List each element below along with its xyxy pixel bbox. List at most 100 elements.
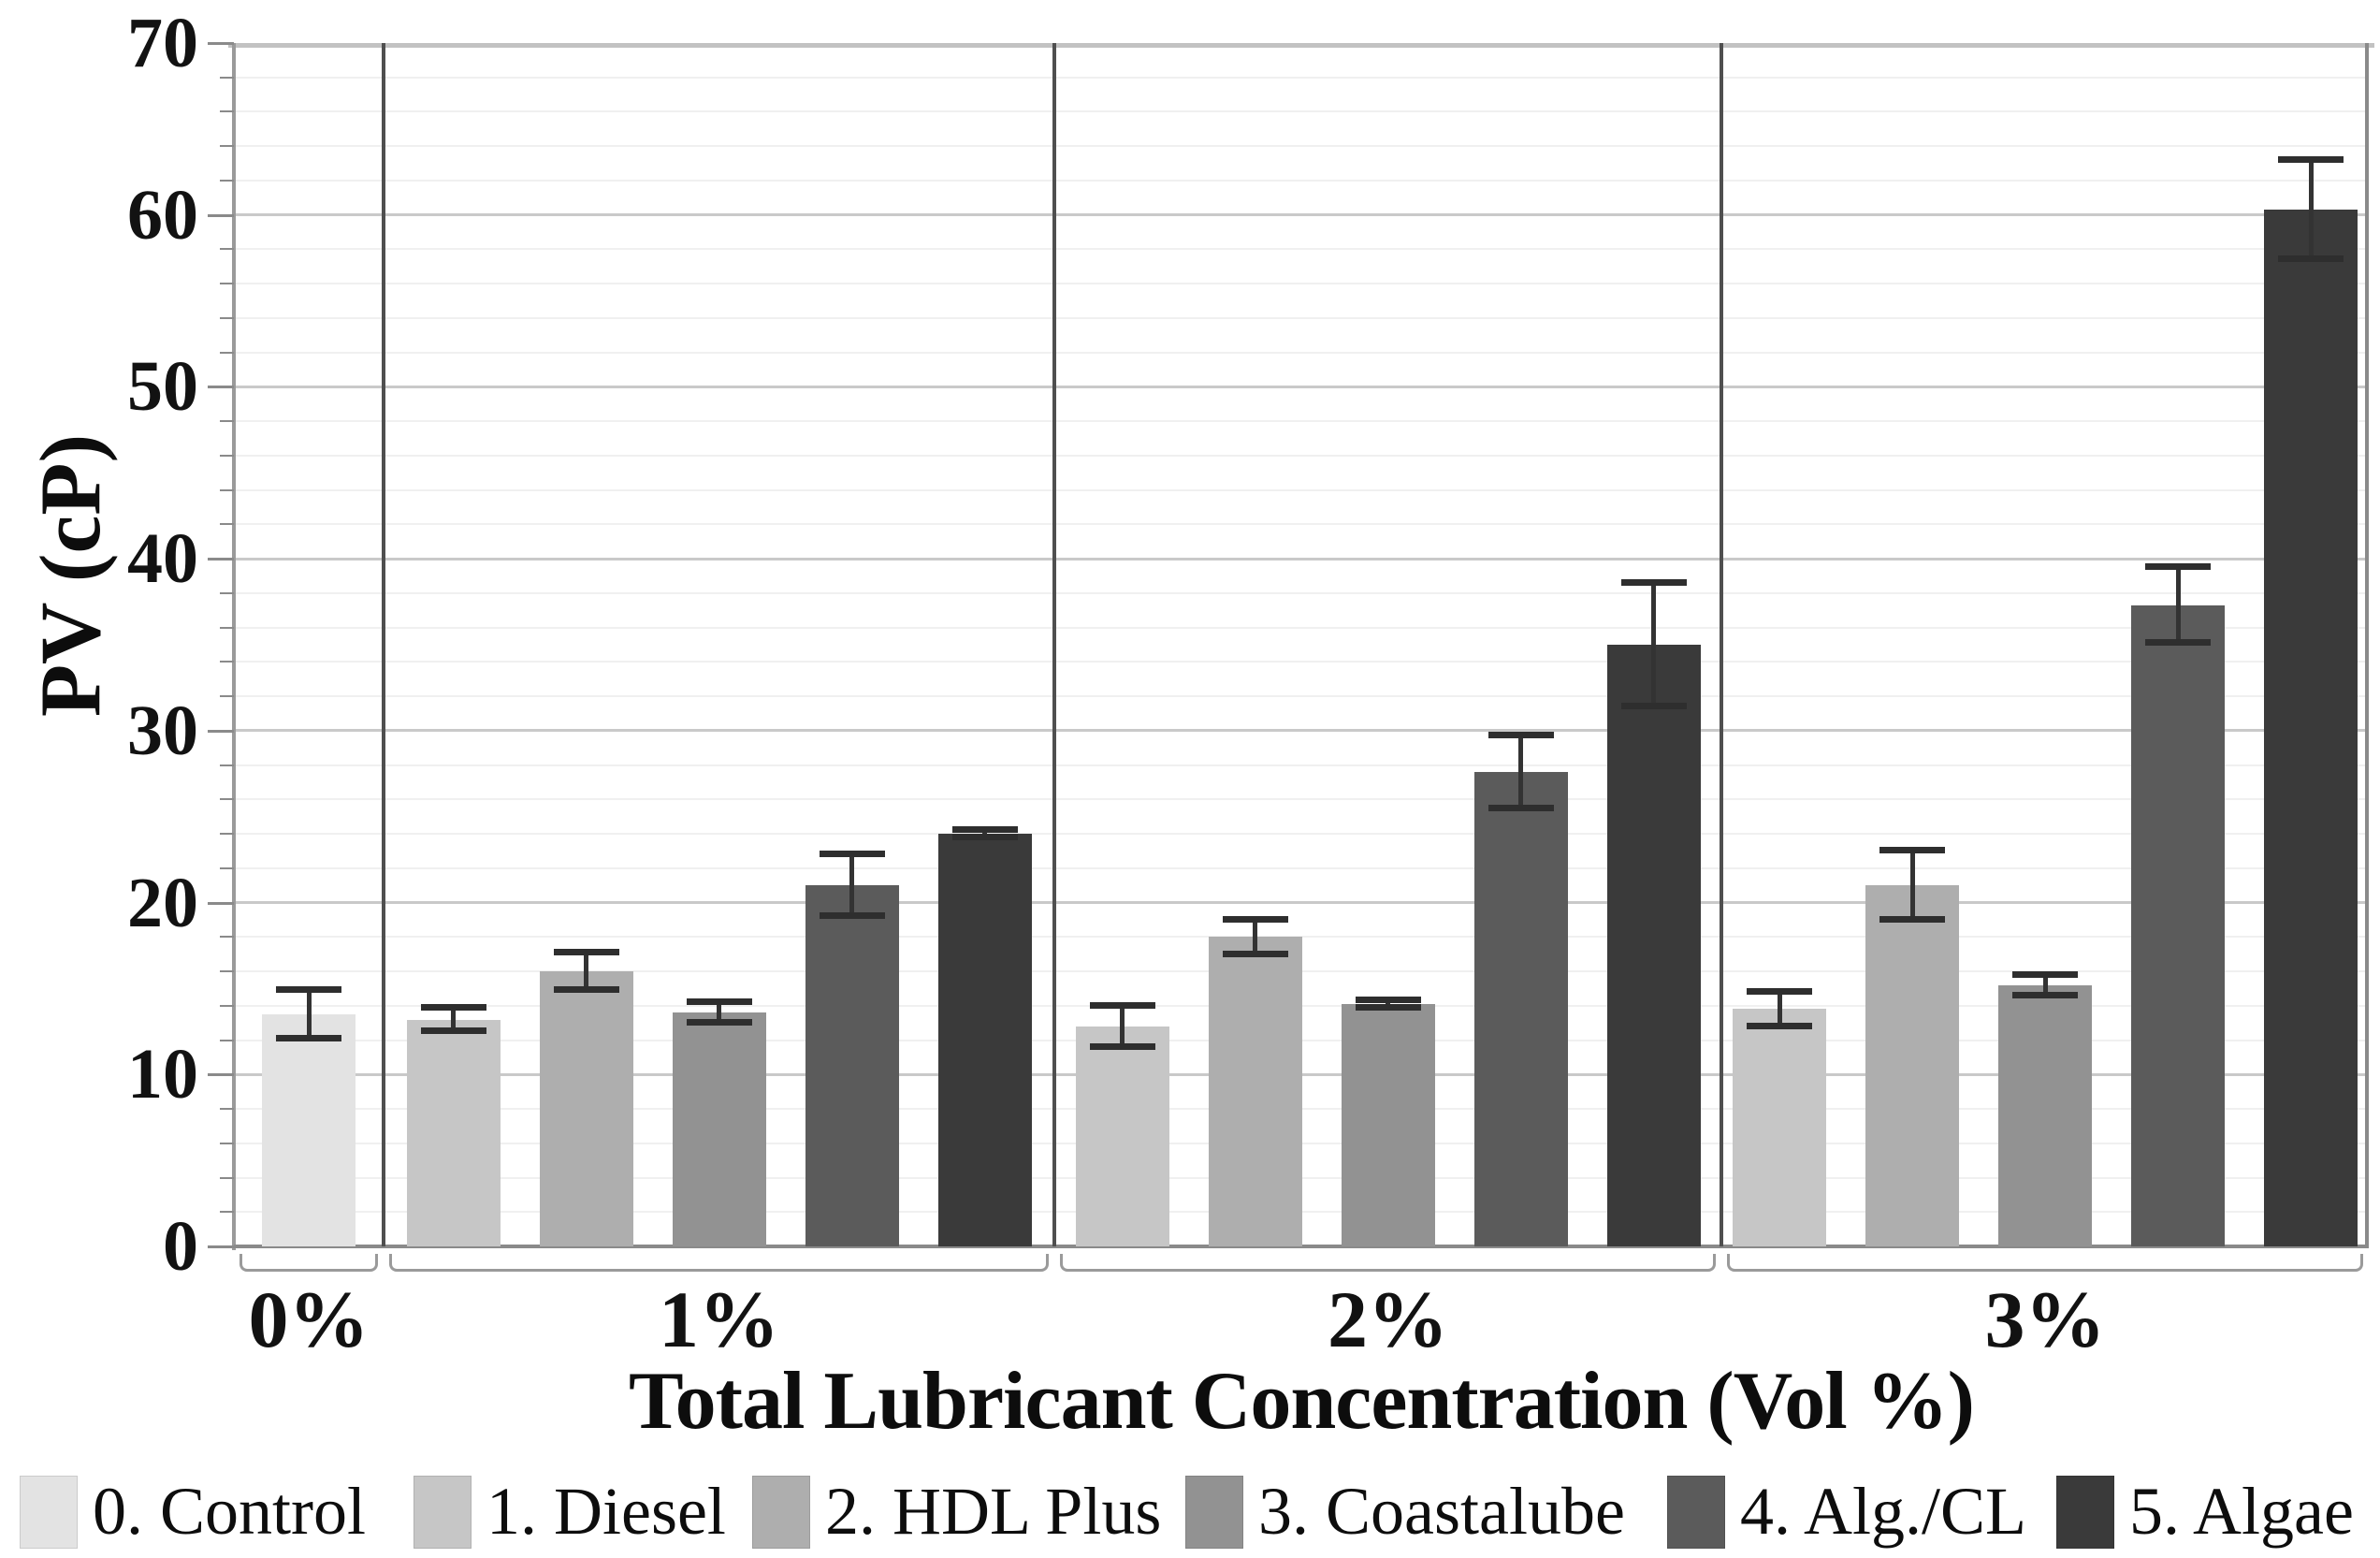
y-minor-tick	[220, 420, 234, 423]
gridline-minor	[234, 179, 2369, 182]
legend-swatch	[752, 1475, 810, 1549]
y-major-tick	[208, 729, 234, 733]
bar-1%-5-algae	[937, 834, 1032, 1246]
error-bar-cap-top	[1355, 997, 1421, 1004]
error-bar-cap-bottom	[1222, 950, 1288, 957]
panel-separator	[1720, 43, 1723, 1246]
group-panel-3%	[1721, 43, 2369, 1246]
legend-swatch	[1185, 1475, 1243, 1549]
y-minor-tick	[220, 695, 234, 698]
y-minor-tick	[220, 833, 234, 836]
error-bar-cap-top	[819, 851, 885, 858]
group-label-2%: 2%	[1328, 1274, 1448, 1364]
y-minor-tick	[220, 454, 234, 457]
gridline-major	[234, 213, 2369, 217]
y-major-tick	[208, 213, 234, 217]
legend-label: 3. Coastalube	[1258, 1474, 1625, 1549]
gridline-minor	[234, 936, 2369, 939]
error-bar-line	[1518, 735, 1523, 808]
y-axis-line	[232, 43, 236, 1250]
error-bar-line	[2042, 974, 2048, 996]
group-bracket-0%	[239, 1254, 378, 1272]
group-label-3%: 3%	[1984, 1274, 2106, 1364]
legend-item: 5. Algae	[2056, 1465, 2354, 1558]
legend-label: 4. Alg./CL	[1740, 1474, 2027, 1549]
error-bar-line	[2175, 567, 2181, 644]
legend-item: 3. Coastalube	[1185, 1465, 1625, 1558]
y-minor-tick	[220, 1039, 234, 1041]
y-tick-label: 50	[127, 347, 198, 427]
legend-label: 2. HDL Plus	[825, 1474, 1162, 1549]
plot-top-border	[228, 43, 2374, 48]
bar-cell	[1473, 43, 1568, 1246]
error-bar-cap-bottom	[1879, 915, 1945, 923]
y-minor-tick	[220, 488, 234, 491]
error-bar-cap-bottom	[819, 912, 885, 920]
error-bar-cap-bottom	[686, 1019, 752, 1027]
y-tick-label: 0	[163, 1207, 198, 1286]
bar-0%-0-control	[262, 1014, 356, 1246]
bar-cell	[1606, 43, 1701, 1246]
y-minor-tick	[220, 764, 234, 766]
y-tick-label: 30	[127, 691, 198, 770]
x-axis-line	[234, 1245, 2369, 1248]
gridline-minor	[234, 626, 2369, 629]
error-bar-cap-bottom	[2278, 255, 2344, 263]
bar-1%-1-diesel	[406, 1019, 501, 1246]
y-minor-tick	[220, 661, 234, 663]
error-bar-cap-top	[1747, 988, 1812, 996]
error-bar-cap-top	[1222, 915, 1288, 923]
error-bar-cap-top	[2145, 563, 2211, 571]
y-minor-tick	[220, 76, 234, 79]
gridline-major	[234, 729, 2369, 733]
group-panel-2%	[1054, 43, 1721, 1246]
gridline-minor	[234, 866, 2369, 869]
error-bar-cap-bottom	[553, 986, 619, 994]
y-tick-label: 10	[127, 1035, 198, 1114]
legend-swatch	[2056, 1475, 2114, 1549]
bar-cell	[2131, 43, 2225, 1246]
legend-item: 2. HDL Plus	[752, 1465, 1161, 1558]
group-label-0%: 0%	[248, 1274, 370, 1364]
legend-item: 0. Control	[20, 1465, 366, 1558]
bar-cell	[539, 43, 633, 1246]
gridline-minor	[234, 764, 2369, 766]
error-bar-cap-bottom	[2145, 639, 2211, 647]
y-minor-tick	[220, 1142, 234, 1144]
gridline-minor	[234, 488, 2369, 491]
error-bar-cap-bottom	[951, 833, 1018, 840]
gridline-minor	[234, 283, 2369, 285]
y-minor-tick	[220, 970, 234, 973]
legend: 0. Control 1. Diesel 2. HDL Plus 3. Coastal…	[0, 1465, 2380, 1558]
error-bar-cap-bottom	[1089, 1042, 1155, 1050]
error-bar-line	[1777, 992, 1782, 1027]
legend-item: 4. Alg./CL	[1667, 1465, 2026, 1558]
group-label-1%: 1%	[659, 1274, 779, 1364]
bar-cell	[262, 43, 356, 1246]
bar-3%-2-hdl-plus	[1865, 885, 1959, 1246]
y-major-tick	[208, 901, 234, 905]
error-bar-line	[1120, 1005, 1125, 1047]
gridline-minor	[234, 110, 2369, 113]
gridline-minor	[234, 833, 2369, 836]
bar-1%-2-hdl-plus	[539, 971, 633, 1246]
y-tick-label: 40	[127, 519, 198, 599]
group-bracket-3%	[1727, 1254, 2363, 1272]
error-bar-line	[451, 1007, 456, 1032]
y-minor-tick	[220, 248, 234, 251]
gridline-minor	[234, 661, 2369, 663]
gridline-minor	[234, 798, 2369, 801]
y-minor-tick	[220, 1108, 234, 1111]
gridline-minor	[234, 695, 2369, 698]
gridline-minor	[234, 351, 2369, 354]
error-bar-cap-bottom	[1488, 804, 1554, 811]
bar-cell	[406, 43, 501, 1246]
bar-cell	[1208, 43, 1302, 1246]
error-bar-cap-top	[553, 948, 619, 955]
error-bar-cap-bottom	[1747, 1022, 1812, 1029]
bar-1%-4-alg-cl	[805, 885, 899, 1246]
y-minor-tick	[220, 145, 234, 148]
panel-separator	[382, 43, 385, 1246]
legend-swatch	[414, 1475, 472, 1549]
